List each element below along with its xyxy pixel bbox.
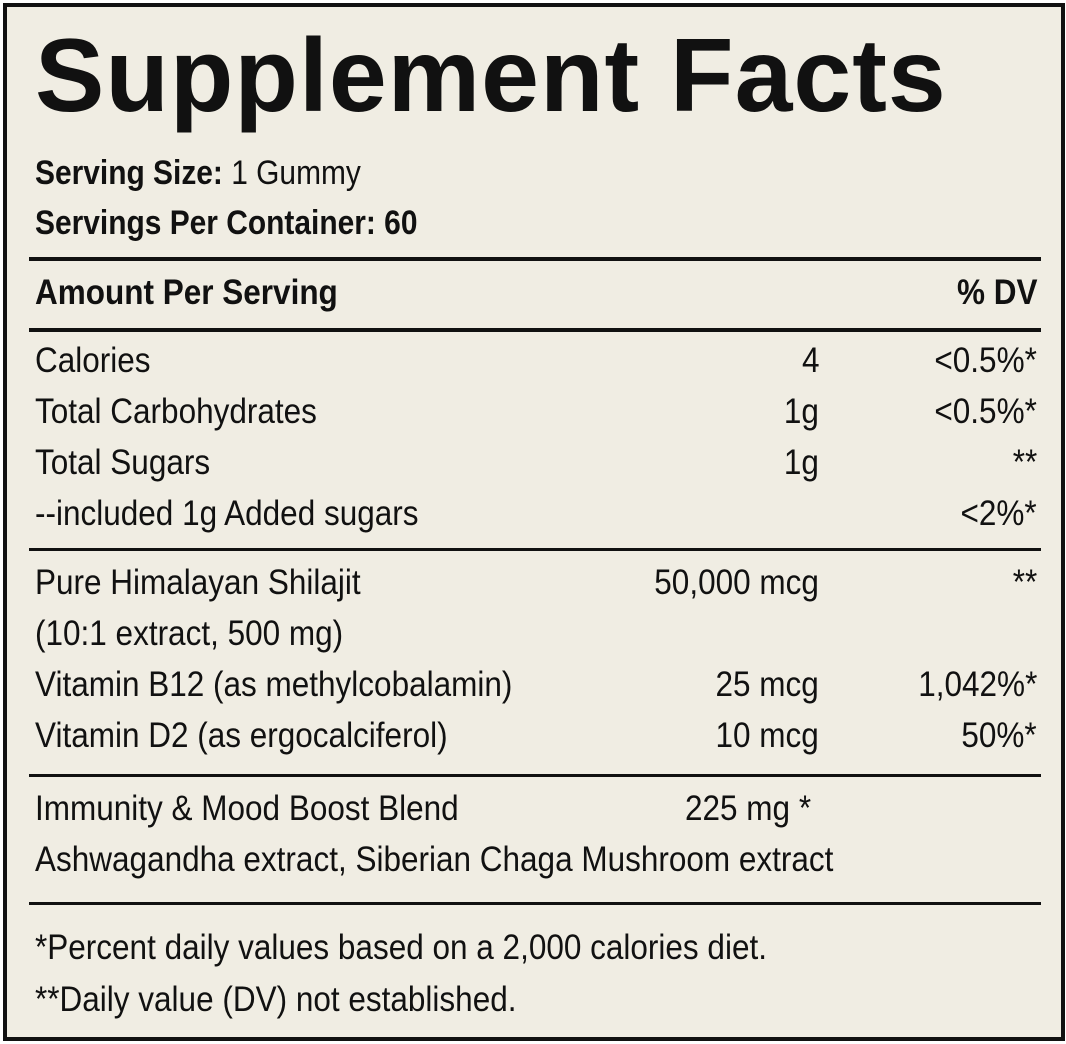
table-header: Amount Per Serving % DV [35, 269, 1037, 317]
row-name: Total Sugars [35, 443, 211, 482]
row-amount: 4 [801, 341, 819, 380]
servings-per-container: Servings Per Container: 60 [35, 203, 417, 243]
footnote-dv: *Percent daily values based on a 2,000 c… [35, 928, 767, 967]
amount-per-serving-header: Amount Per Serving [35, 273, 338, 312]
blend-amount: 225 mg * [685, 789, 812, 828]
row-name: --included 1g Added sugars [35, 494, 419, 533]
row-amount: 10 mcg [715, 716, 819, 755]
table-row: (10:1 extract, 500 mg) [35, 610, 1037, 658]
row-name: Calories [35, 341, 151, 380]
row-name: Vitamin D2 (as ergocalciferol) [35, 716, 448, 755]
table-row: Total Carbohydrates 1g <0.5%* [35, 388, 1037, 436]
row-dv: ** [1012, 443, 1037, 482]
supplement-facts-panel: Supplement Facts Serving Size: 1 Gummy S… [3, 3, 1065, 1041]
serving-size-value: 1 Gummy [222, 154, 361, 192]
row-name: Vitamin B12 (as methylcobalamin) [35, 665, 513, 704]
row-amount: 1g [783, 392, 819, 431]
divider [29, 328, 1041, 332]
blend-ingredients-row: Ashwagandha extract, Siberian Chaga Mush… [35, 836, 1037, 884]
row-amount: 1g [783, 443, 819, 482]
divider [29, 774, 1041, 777]
divider [29, 257, 1041, 261]
row-name: Pure Himalayan Shilajit [35, 563, 361, 602]
panel-title: Supplement Facts [35, 18, 947, 134]
table-row: Pure Himalayan Shilajit 50,000 mcg ** [35, 559, 1037, 607]
row-amount: 50,000 mcg [654, 563, 819, 602]
table-row: Calories 4 <0.5%* [35, 337, 1037, 385]
row-dv: <0.5%* [934, 392, 1037, 431]
row-amount: 25 mcg [715, 665, 819, 704]
table-row: Vitamin B12 (as methylcobalamin) 25 mcg … [35, 661, 1037, 709]
servings-per-container-value: 60 [375, 204, 418, 242]
divider [29, 548, 1041, 551]
divider [29, 902, 1041, 905]
row-dv: 1,042%* [917, 665, 1037, 704]
row-name: (10:1 extract, 500 mg) [35, 614, 344, 653]
blend-row: Immunity & Mood Boost Blend 225 mg * [35, 785, 1037, 833]
row-dv: 50%* [961, 716, 1037, 755]
blend-ingredients: Ashwagandha extract, Siberian Chaga Mush… [35, 840, 834, 879]
row-dv: ** [1012, 563, 1037, 602]
table-row: Vitamin D2 (as ergocalciferol) 10 mcg 50… [35, 712, 1037, 760]
row-dv: <2%* [960, 494, 1037, 533]
dv-header: % DV [956, 273, 1037, 312]
serving-size: Serving Size: 1 Gummy [35, 153, 361, 193]
serving-size-label: Serving Size: [35, 154, 223, 192]
table-row: Total Sugars 1g ** [35, 439, 1037, 487]
blend-name: Immunity & Mood Boost Blend [35, 789, 459, 828]
row-dv: <0.5%* [934, 341, 1037, 380]
row-name: Total Carbohydrates [35, 392, 317, 431]
table-row: --included 1g Added sugars <2%* [35, 490, 1037, 538]
servings-per-container-label: Servings Per Container: [35, 204, 376, 242]
footnote-not-established: **Daily value (DV) not established. [35, 980, 517, 1019]
